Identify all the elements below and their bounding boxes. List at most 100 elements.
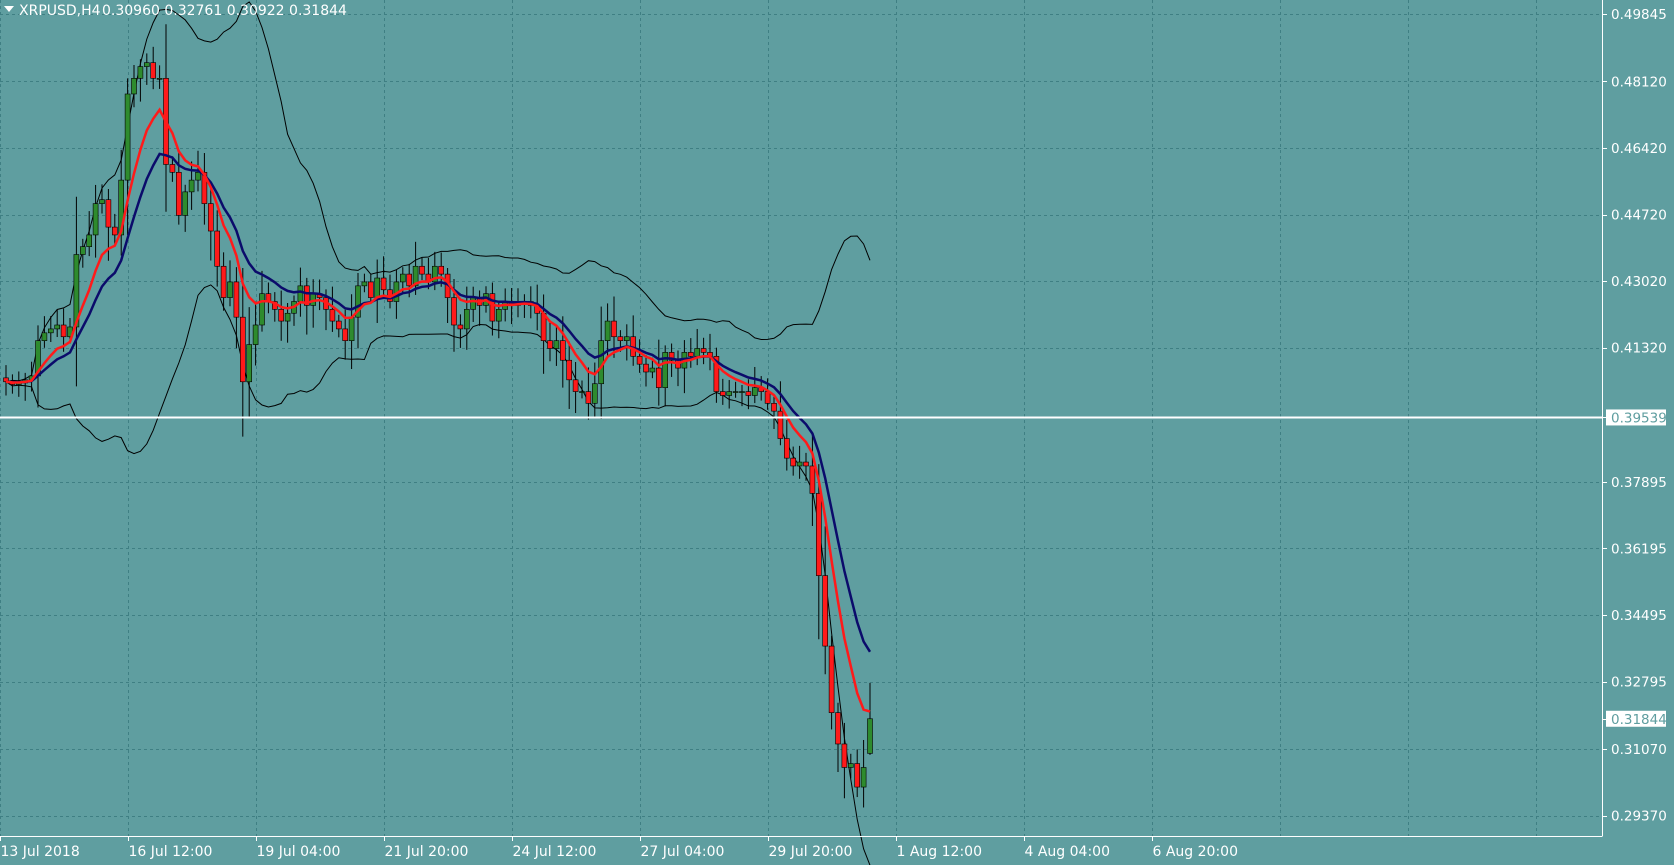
price-tag-box: [1606, 710, 1666, 727]
bull-candle: [751, 387, 758, 396]
bear-candle: [201, 171, 208, 204]
price-tag-label: 0.39539: [1611, 410, 1667, 426]
bear-candle: [771, 403, 777, 412]
price-label: 0.44720: [1611, 208, 1667, 224]
bear-candle: [176, 171, 182, 216]
bear-candle: [214, 230, 220, 267]
bear-candle: [687, 352, 694, 357]
price-label: 0.34495: [1611, 608, 1667, 624]
bull-candle: [118, 179, 124, 236]
bear-candle: [380, 277, 387, 291]
bollinger-bands: [5, 1, 871, 865]
bear-candle: [489, 293, 496, 322]
bear-candle: [329, 309, 336, 322]
bear-candle: [611, 320, 617, 338]
bull-candle: [495, 309, 502, 322]
bear-candle: [835, 712, 841, 745]
bull-candle: [579, 391, 585, 393]
bull-candle: [796, 461, 803, 467]
bear-candle: [841, 743, 848, 768]
bear-candle: [617, 336, 624, 341]
bear-candle: [335, 320, 342, 330]
bear-candle: [60, 324, 67, 338]
price-tag-label: 0.31844: [1611, 712, 1667, 728]
bull-candle: [246, 344, 252, 383]
bull-candle: [252, 324, 259, 345]
bull-candle: [227, 281, 233, 298]
bull-candle: [726, 391, 733, 396]
bull-candle: [131, 78, 137, 95]
bear-candle: [367, 281, 374, 298]
bear-candle: [547, 340, 553, 349]
bull-candle: [355, 285, 361, 318]
ma-fast-line: [5, 107, 871, 713]
time-label: 27 Jul 04:00: [641, 844, 725, 860]
bear-candle: [745, 391, 752, 396]
bull-candle: [137, 66, 144, 79]
time-label: 4 Aug 04:00: [1025, 844, 1111, 860]
bull-candle: [412, 265, 419, 287]
bull-candle: [144, 62, 150, 67]
bear-candle: [233, 281, 240, 318]
time-label: 6 Aug 20:00: [1153, 844, 1239, 860]
time-label: 21 Jul 20:00: [385, 844, 469, 860]
bull-candle: [361, 281, 368, 287]
time-label: 19 Jul 04:00: [257, 844, 341, 860]
bull-candle: [54, 324, 61, 330]
bear-candle: [668, 352, 675, 361]
bear-candle: [3, 377, 9, 383]
bull-candle: [99, 199, 105, 204]
bull-candle: [284, 312, 291, 322]
bear-candle: [566, 359, 573, 381]
bear-candle: [105, 199, 112, 228]
triangle-down-icon[interactable]: [4, 6, 14, 12]
bear-candle: [208, 203, 214, 232]
time-label: 29 Jul 20:00: [769, 844, 853, 860]
bear-candle: [112, 226, 118, 236]
bull-candle: [156, 78, 163, 80]
symbol-label: XRPUSD,H4: [19, 3, 101, 19]
bull-candle: [259, 293, 265, 326]
price-label: 0.31070: [1611, 742, 1667, 758]
bull-candle: [623, 336, 630, 341]
bear-candle: [342, 328, 349, 341]
bull-candle: [649, 367, 656, 373]
bear-candle: [783, 438, 790, 459]
price-label: 0.29370: [1611, 809, 1667, 825]
price-label: 0.37895: [1611, 475, 1667, 491]
bear-candle: [700, 348, 707, 353]
time-label: 16 Jul 12:00: [129, 844, 213, 860]
bear-candle: [803, 461, 809, 467]
time-label: 24 Jul 12:00: [513, 844, 597, 860]
bull-candle: [431, 265, 438, 283]
bear-candle: [572, 379, 579, 392]
bear-candle: [822, 575, 829, 647]
bear-candle: [150, 62, 156, 79]
time-label: 13 Jul 2018: [1, 844, 80, 860]
bull-candle: [662, 352, 669, 388]
bear-candle: [559, 340, 566, 361]
price-label: 0.46420: [1611, 141, 1667, 157]
bear-candle: [585, 391, 592, 404]
bear-candle: [220, 265, 227, 298]
bear-candle: [169, 164, 176, 173]
bear-candle: [809, 465, 816, 494]
bull-candle: [591, 383, 598, 404]
price-tag-box: [1606, 409, 1666, 426]
bear-candle: [828, 645, 835, 713]
bull-candle: [188, 179, 195, 193]
bull-candle: [399, 273, 406, 283]
bull-candle: [195, 171, 201, 181]
price-label: 0.49845: [1611, 7, 1667, 23]
price-label: 0.43020: [1611, 274, 1667, 290]
bear-candle: [655, 367, 662, 388]
bull-candle: [374, 277, 381, 298]
bear-candle: [764, 391, 771, 404]
time-label: 1 Aug 12:00: [897, 844, 983, 860]
bear-candle: [815, 493, 822, 576]
ohlc-readout: 0.30960 0.32761 0.30922 0.31844: [102, 3, 347, 19]
bollinger-lower-line: [5, 284, 871, 865]
bear-candle: [451, 297, 457, 326]
